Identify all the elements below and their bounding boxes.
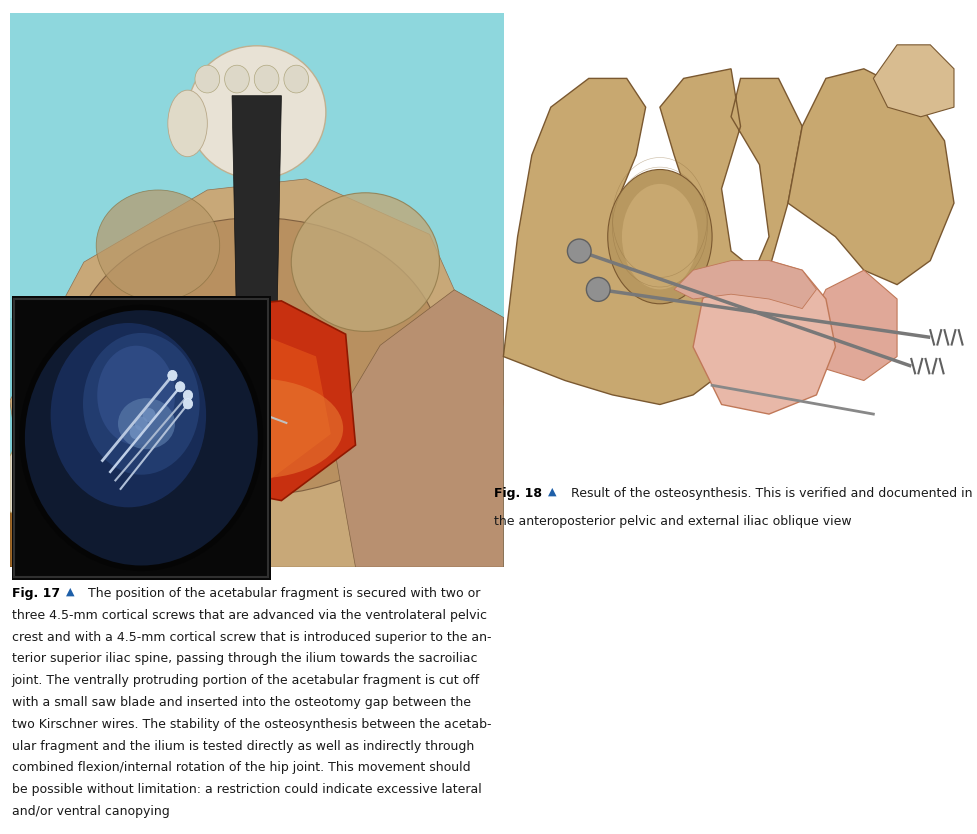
Text: terior superior iliac spine, passing through the ilium towards the sacroiliac: terior superior iliac spine, passing thr… bbox=[12, 652, 477, 666]
Polygon shape bbox=[99, 301, 356, 500]
Polygon shape bbox=[10, 13, 503, 318]
Polygon shape bbox=[330, 289, 503, 567]
Ellipse shape bbox=[51, 323, 206, 507]
Ellipse shape bbox=[97, 345, 175, 445]
Ellipse shape bbox=[188, 46, 325, 178]
Circle shape bbox=[175, 382, 185, 392]
Polygon shape bbox=[806, 270, 896, 380]
Text: combined flexion/internal rotation of the hip joint. This movement should: combined flexion/internal rotation of th… bbox=[12, 761, 470, 774]
Polygon shape bbox=[872, 45, 953, 117]
Ellipse shape bbox=[168, 90, 207, 157]
Text: be possible without limitation: a restriction could indicate excessive lateral: be possible without limitation: a restri… bbox=[12, 783, 481, 796]
Circle shape bbox=[240, 405, 252, 419]
Ellipse shape bbox=[83, 333, 199, 475]
Polygon shape bbox=[10, 178, 503, 567]
Ellipse shape bbox=[106, 525, 131, 565]
Polygon shape bbox=[232, 96, 281, 345]
Ellipse shape bbox=[291, 193, 439, 331]
Text: Fig. 18: Fig. 18 bbox=[493, 487, 541, 500]
Circle shape bbox=[221, 422, 233, 435]
Text: crest and with a 4.5-mm cortical screw that is introduced superior to the an-: crest and with a 4.5-mm cortical screw t… bbox=[12, 631, 490, 644]
Polygon shape bbox=[10, 13, 503, 567]
Circle shape bbox=[567, 239, 590, 263]
Ellipse shape bbox=[118, 398, 175, 450]
Circle shape bbox=[250, 378, 263, 391]
Polygon shape bbox=[10, 445, 133, 567]
Text: joint. The ventrally protruding portion of the acetabular fragment is cut off: joint. The ventrally protruding portion … bbox=[12, 674, 480, 687]
Circle shape bbox=[211, 394, 223, 407]
Circle shape bbox=[135, 416, 148, 430]
Text: The position of the acetabular fragment is secured with two or: The position of the acetabular fragment … bbox=[84, 587, 481, 600]
Circle shape bbox=[183, 399, 192, 409]
Text: ular fragment and the ilium is tested directly as well as indirectly through: ular fragment and the ilium is tested di… bbox=[12, 740, 474, 752]
Polygon shape bbox=[673, 260, 816, 309]
Polygon shape bbox=[118, 323, 330, 490]
Ellipse shape bbox=[71, 537, 97, 575]
Polygon shape bbox=[34, 467, 108, 556]
Circle shape bbox=[183, 390, 192, 400]
Ellipse shape bbox=[96, 190, 220, 301]
Polygon shape bbox=[693, 260, 834, 414]
Circle shape bbox=[168, 370, 177, 380]
Text: Result of the osteosynthesis. This is verified and documented in: Result of the osteosynthesis. This is ve… bbox=[566, 487, 971, 500]
Ellipse shape bbox=[71, 218, 442, 495]
Ellipse shape bbox=[125, 487, 150, 525]
Ellipse shape bbox=[225, 65, 249, 93]
Text: ▲: ▲ bbox=[65, 587, 74, 597]
Circle shape bbox=[22, 308, 260, 568]
Ellipse shape bbox=[283, 65, 309, 93]
Ellipse shape bbox=[607, 169, 711, 304]
Text: with a small saw blade and inserted into the osteotomy gap between the: with a small saw blade and inserted into… bbox=[12, 696, 470, 709]
Text: ▲: ▲ bbox=[547, 487, 556, 497]
Text: Fig. 17: Fig. 17 bbox=[12, 587, 60, 600]
Circle shape bbox=[586, 278, 610, 301]
Ellipse shape bbox=[621, 184, 698, 289]
Text: the anteroposterior pelvic and external iliac oblique view: the anteroposterior pelvic and external … bbox=[493, 515, 851, 528]
Text: two Kirschner wires. The stability of the osteosynthesis between the acetab-: two Kirschner wires. The stability of th… bbox=[12, 718, 490, 731]
Polygon shape bbox=[503, 69, 801, 404]
Text: and/or ventral canopying: and/or ventral canopying bbox=[12, 805, 169, 818]
Circle shape bbox=[130, 425, 143, 440]
Ellipse shape bbox=[170, 379, 343, 479]
Ellipse shape bbox=[36, 531, 63, 570]
Polygon shape bbox=[10, 401, 158, 556]
Circle shape bbox=[143, 408, 155, 422]
Text: three 4.5-mm cortical screws that are advanced via the ventrolateral pelvic: three 4.5-mm cortical screws that are ad… bbox=[12, 609, 487, 622]
Ellipse shape bbox=[254, 65, 278, 93]
Polygon shape bbox=[236, 345, 276, 484]
Ellipse shape bbox=[194, 65, 220, 93]
Polygon shape bbox=[787, 69, 953, 284]
